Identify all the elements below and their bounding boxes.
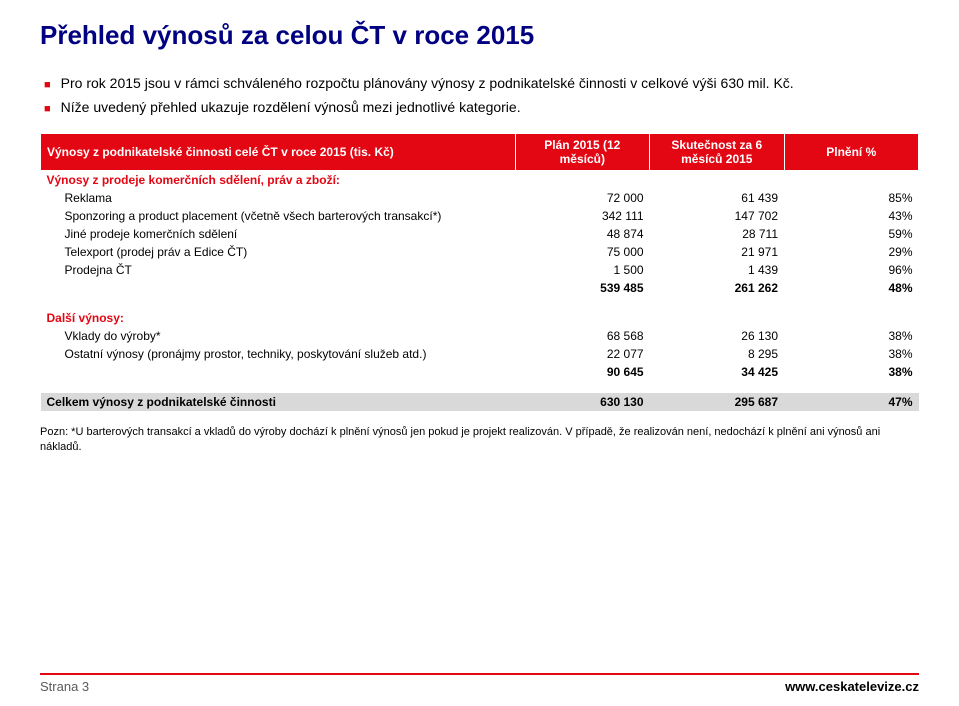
row-label: Reklama — [41, 189, 516, 207]
bullet-text: Níže uvedený přehled ukazuje rozdělení v… — [61, 99, 521, 115]
header-label: Výnosy z podnikatelské činnosti celé ČT … — [41, 134, 516, 171]
row-pct: 85% — [784, 189, 919, 207]
grand-pct: 47% — [784, 393, 919, 411]
row-plan: 72 000 — [515, 189, 649, 207]
row-plan: 342 111 — [515, 207, 649, 225]
bullet-item: ■ Níže uvedený přehled ukazuje rozdělení… — [44, 99, 919, 115]
grand-label: Celkem výnosy z podnikatelské činnosti — [41, 393, 516, 411]
subtotal-plan: 539 485 — [515, 279, 649, 297]
section-row: Další výnosy: — [41, 309, 919, 327]
subtotal-pct: 48% — [784, 279, 919, 297]
section-label: Další výnosy: — [41, 309, 516, 327]
header-plan: Plán 2015 (12 měsíců) — [515, 134, 649, 171]
row-plan: 1 500 — [515, 261, 649, 279]
square-bullet-icon: ■ — [44, 79, 51, 91]
table-row: Ostatní výnosy (pronájmy prostor, techni… — [41, 345, 919, 363]
row-actual: 61 439 — [650, 189, 784, 207]
row-plan: 68 568 — [515, 327, 649, 345]
subtotal-actual: 261 262 — [650, 279, 784, 297]
row-plan: 48 874 — [515, 225, 649, 243]
bullet-text: Pro rok 2015 jsou v rámci schváleného ro… — [61, 75, 794, 91]
row-pct: 96% — [784, 261, 919, 279]
row-pct: 43% — [784, 207, 919, 225]
row-actual: 147 702 — [650, 207, 784, 225]
header-actual: Skutečnost za 6 měsíců 2015 — [650, 134, 784, 171]
revenue-table: Výnosy z podnikatelské činnosti celé ČT … — [40, 133, 919, 411]
footnote: Pozn: *U barterových transakcí a vkladů … — [40, 425, 919, 455]
row-actual: 28 711 — [650, 225, 784, 243]
table-row: Prodejna ČT 1 500 1 439 96% — [41, 261, 919, 279]
subtotal-row: 539 485 261 262 48% — [41, 279, 919, 297]
row-label: Telexport (prodej práv a Edice ČT) — [41, 243, 516, 261]
table-row: Vklady do výroby* 68 568 26 130 38% — [41, 327, 919, 345]
bullet-item: ■ Pro rok 2015 jsou v rámci schváleného … — [44, 75, 919, 91]
table-row: Telexport (prodej práv a Edice ČT) 75 00… — [41, 243, 919, 261]
section-label: Výnosy z prodeje komerčních sdělení, prá… — [41, 171, 516, 190]
row-actual: 8 295 — [650, 345, 784, 363]
square-bullet-icon: ■ — [44, 103, 51, 115]
table-header-row: Výnosy z podnikatelské činnosti celé ČT … — [41, 134, 919, 171]
grand-actual: 295 687 — [650, 393, 784, 411]
row-actual: 26 130 — [650, 327, 784, 345]
footer-url: www.ceskatelevize.cz — [785, 679, 919, 694]
spacer-row — [41, 297, 919, 309]
row-label: Sponzoring a product placement (včetně v… — [41, 207, 516, 225]
table-row: Reklama 72 000 61 439 85% — [41, 189, 919, 207]
row-pct: 38% — [784, 327, 919, 345]
grand-total-row: Celkem výnosy z podnikatelské činnosti 6… — [41, 393, 919, 411]
row-label: Jiné prodeje komerčních sdělení — [41, 225, 516, 243]
page-title: Přehled výnosů za celou ČT v roce 2015 — [40, 20, 919, 51]
subtotal-row: 90 645 34 425 38% — [41, 363, 919, 381]
page-number: Strana 3 — [40, 679, 89, 694]
row-plan: 75 000 — [515, 243, 649, 261]
row-actual: 21 971 — [650, 243, 784, 261]
bullet-list: ■ Pro rok 2015 jsou v rámci schváleného … — [44, 75, 919, 115]
row-plan: 22 077 — [515, 345, 649, 363]
row-label: Prodejna ČT — [41, 261, 516, 279]
grand-plan: 630 130 — [515, 393, 649, 411]
subtotal-actual: 34 425 — [650, 363, 784, 381]
row-pct: 59% — [784, 225, 919, 243]
row-pct: 29% — [784, 243, 919, 261]
row-label: Vklady do výroby* — [41, 327, 516, 345]
table-row: Sponzoring a product placement (včetně v… — [41, 207, 919, 225]
section-row: Výnosy z prodeje komerčních sdělení, prá… — [41, 171, 919, 190]
row-label: Ostatní výnosy (pronájmy prostor, techni… — [41, 345, 516, 363]
table-row: Jiné prodeje komerčních sdělení 48 874 2… — [41, 225, 919, 243]
row-pct: 38% — [784, 345, 919, 363]
row-actual: 1 439 — [650, 261, 784, 279]
header-pct: Plnění % — [784, 134, 919, 171]
spacer-row — [41, 381, 919, 393]
subtotal-pct: 38% — [784, 363, 919, 381]
page-footer: Strana 3 www.ceskatelevize.cz — [40, 673, 919, 694]
subtotal-plan: 90 645 — [515, 363, 649, 381]
